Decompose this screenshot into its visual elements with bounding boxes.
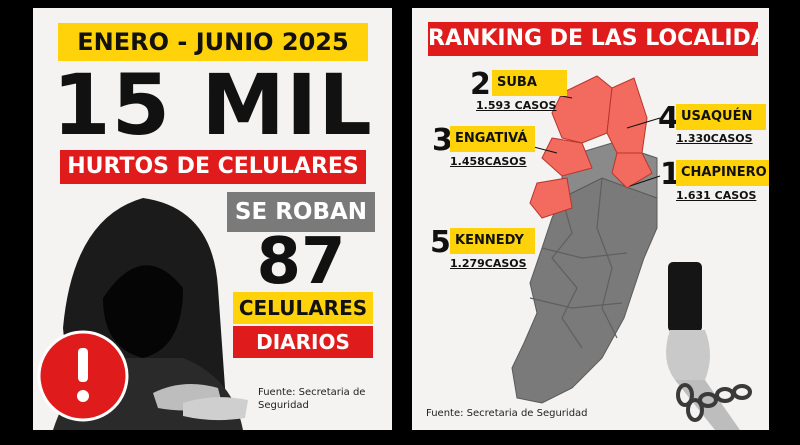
map-usaquen bbox=[606, 77, 648, 154]
rank-4-name: USAQUÉN bbox=[676, 104, 766, 130]
rank-2-cases: 1.593 CASOS bbox=[476, 99, 557, 112]
source-note: Fuente: Secretaria de Seguridad bbox=[258, 387, 366, 411]
rank-3-number: 3 bbox=[432, 123, 453, 158]
bogota-localities-map bbox=[511, 75, 661, 404]
theft-stats-panel: ENERO - JUNIO 2025 15 MIL HURTOS DE CELU… bbox=[33, 8, 392, 430]
rank-2-name: SUBA bbox=[492, 70, 567, 96]
hooded-thief-illustration bbox=[37, 198, 248, 430]
rank-3-name: ENGATIVÁ bbox=[450, 126, 535, 152]
rank-3-cases: 1.458CASOS bbox=[450, 155, 527, 168]
map-suba bbox=[551, 75, 613, 144]
ranking-title: RANKING DE LAS LOCALIDADES bbox=[428, 22, 758, 56]
map-engativa bbox=[541, 137, 593, 177]
rank-5-number: 5 bbox=[430, 225, 451, 260]
date-range-banner: ENERO - JUNIO 2025 bbox=[58, 23, 368, 61]
rank-4-number: 4 bbox=[658, 101, 679, 136]
daily-count: 87 bbox=[256, 225, 346, 299]
diarios-label: DIARIOS bbox=[233, 326, 373, 358]
chained-phone-illustration bbox=[666, 262, 752, 430]
rank-4-cases: 1.330CASOS bbox=[676, 132, 753, 145]
celulares-label: CELULARES bbox=[233, 292, 373, 324]
rank-2-number: 2 bbox=[470, 67, 491, 102]
rank-1-cases: 1.631 CASOS bbox=[676, 189, 757, 202]
map-chapinero bbox=[611, 152, 653, 189]
rank-5-cases: 1.279CASOS bbox=[450, 257, 527, 270]
headline-number: 15 MIL bbox=[52, 56, 373, 154]
source-note: Fuente: Secretaria de Seguridad bbox=[426, 408, 588, 419]
map-kennedy bbox=[529, 177, 573, 219]
subtitle-banner: HURTOS DE CELULARES bbox=[60, 150, 366, 184]
rank-1-name: CHAPINERO bbox=[676, 160, 769, 186]
rank-1-number: 1 bbox=[660, 157, 681, 192]
rank-5-name: KENNEDY bbox=[450, 228, 535, 254]
locality-ranking-panel: RANKING DE LAS LOCALIDADES 2 SUBA 1.593 … bbox=[412, 8, 769, 430]
map-south bbox=[511, 177, 658, 404]
se-roban-label: SE ROBAN bbox=[227, 192, 375, 232]
